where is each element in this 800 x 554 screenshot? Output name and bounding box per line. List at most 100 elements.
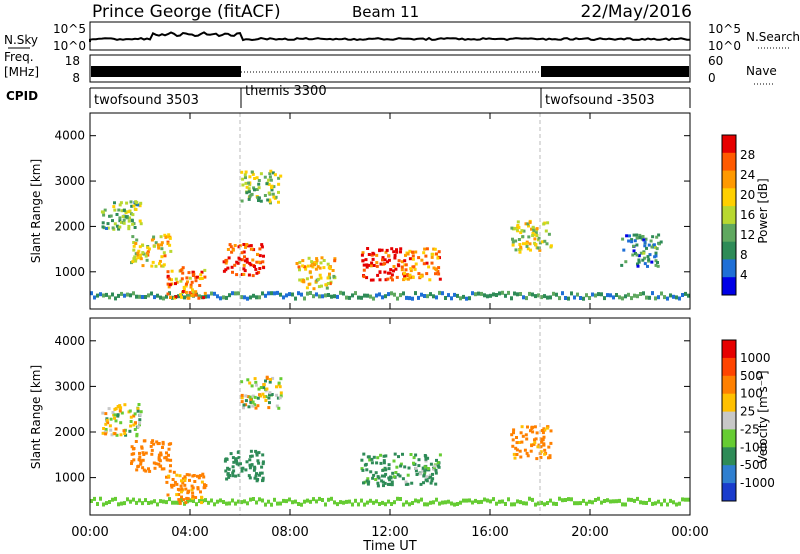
- power-cell-6: [371, 251, 375, 255]
- vel-cell-5: [382, 461, 386, 465]
- power-cell-7: [437, 250, 441, 254]
- vel-ground-cell: [606, 498, 609, 503]
- power-cell-4: [245, 191, 249, 195]
- vel-cell-7: [511, 438, 515, 442]
- velocity-marks: [90, 318, 690, 515]
- power-cell-4: [250, 170, 254, 174]
- power-ground-cell: [657, 295, 660, 300]
- vel-cell-5: [362, 481, 365, 485]
- power-cell-9: [657, 233, 661, 237]
- vel-ground-cell: [186, 499, 189, 504]
- power-cell-8: [535, 227, 539, 231]
- power-ground-cell: [426, 294, 429, 299]
- power-cell-0: [136, 203, 140, 207]
- vel-cell-6: [436, 461, 440, 464]
- vel-ground-cell: [204, 498, 207, 503]
- vel-cell-5: [376, 481, 380, 485]
- power-cell-8: [517, 226, 521, 229]
- vel-cell-5: [389, 482, 393, 486]
- power-cell-7: [408, 249, 412, 253]
- vel-ground-cell: [528, 496, 531, 501]
- power-cell-4: [253, 177, 257, 180]
- vel-cell-1: [130, 445, 134, 449]
- power-cell-3: [237, 256, 241, 260]
- vel-ground-cell: [519, 500, 522, 505]
- power-cbar-tick: 20: [740, 188, 755, 202]
- power-ground-cell: [369, 294, 372, 299]
- vel-cell-4: [244, 394, 248, 398]
- vel-ground-cell: [489, 499, 492, 504]
- power-marks: [90, 113, 690, 309]
- power-cell-4: [248, 195, 252, 198]
- power-ground-cell: [150, 291, 153, 296]
- power-ground-cell: [315, 292, 318, 297]
- power-ground-cell: [264, 293, 267, 298]
- vel-cell-0: [133, 412, 137, 416]
- power-cell-0: [121, 215, 125, 218]
- power-cell-2: [192, 272, 196, 276]
- vel-cell-0: [133, 428, 137, 431]
- power-cell-6: [375, 264, 379, 268]
- vel-cell-4: [279, 377, 283, 381]
- power-cell-1: [134, 252, 138, 256]
- power-cell-8: [513, 226, 517, 230]
- power-cell-9: [635, 253, 639, 257]
- power-ground-cell: [381, 295, 384, 300]
- power-ground-cell: [159, 295, 162, 300]
- power-cell-8: [524, 222, 528, 226]
- power-ground-cell: [579, 296, 582, 300]
- power-cell-3: [242, 243, 246, 246]
- vel-cell-3: [231, 456, 235, 460]
- vel-cell-5: [366, 482, 370, 486]
- power-cell-6: [381, 256, 385, 260]
- vel-ground-cell: [123, 501, 126, 506]
- vel-cell-5: [392, 459, 396, 463]
- power-ground-cell: [456, 293, 459, 298]
- vel-cell-1: [148, 469, 152, 473]
- vel-cell-1: [155, 440, 159, 444]
- vel-ground-cell: [636, 496, 639, 501]
- vel-ground-cell: [384, 502, 387, 507]
- vel-cell-2: [186, 491, 190, 495]
- power-cell-3: [250, 247, 254, 251]
- vel-cell-2: [196, 487, 200, 491]
- power-ground-cell: [225, 295, 228, 300]
- vel-cell-5: [393, 452, 397, 456]
- vel-cell-1: [140, 446, 144, 450]
- power-cell-9: [652, 243, 656, 247]
- power-cell-3: [249, 244, 253, 248]
- power-cell-9: [653, 255, 657, 259]
- vel-cell-6: [424, 457, 428, 461]
- power-cell-6: [392, 269, 395, 273]
- vel-cell-1: [139, 462, 143, 466]
- vel-ground-cell: [600, 500, 603, 505]
- power-ground-cell: [459, 296, 462, 301]
- power-cell-0: [138, 204, 142, 208]
- power-cell-0: [113, 208, 117, 212]
- power-cell-1: [134, 242, 138, 245]
- power-cell-3: [244, 245, 247, 249]
- power-cbar-swatch: [722, 206, 736, 225]
- vel-cell-6: [423, 465, 427, 469]
- vel-cell-5: [379, 461, 383, 465]
- freq-panel: [89, 54, 691, 83]
- vel-cell-1: [167, 447, 171, 451]
- vel-cell-3: [250, 454, 254, 458]
- power-ground-cell: [615, 293, 618, 297]
- vel-cell-0: [101, 431, 105, 435]
- nsky-trace: [89, 31, 691, 42]
- vel-cell-4: [240, 380, 244, 384]
- power-cell-0: [118, 219, 122, 223]
- power-cell-9: [649, 239, 653, 243]
- xtick-label: 12:00: [371, 525, 408, 540]
- vel-ground-cell: [444, 500, 447, 505]
- power-cell-7: [411, 257, 415, 261]
- power-cell-2: [184, 284, 188, 288]
- power-cell-7: [406, 277, 410, 281]
- vel-cell-6: [414, 466, 418, 470]
- power-cell-9: [620, 263, 624, 267]
- vel-cell-4: [268, 380, 272, 384]
- power-cell-3: [260, 245, 264, 249]
- vel-cell-2: [180, 495, 183, 499]
- power-cell-4: [251, 172, 255, 176]
